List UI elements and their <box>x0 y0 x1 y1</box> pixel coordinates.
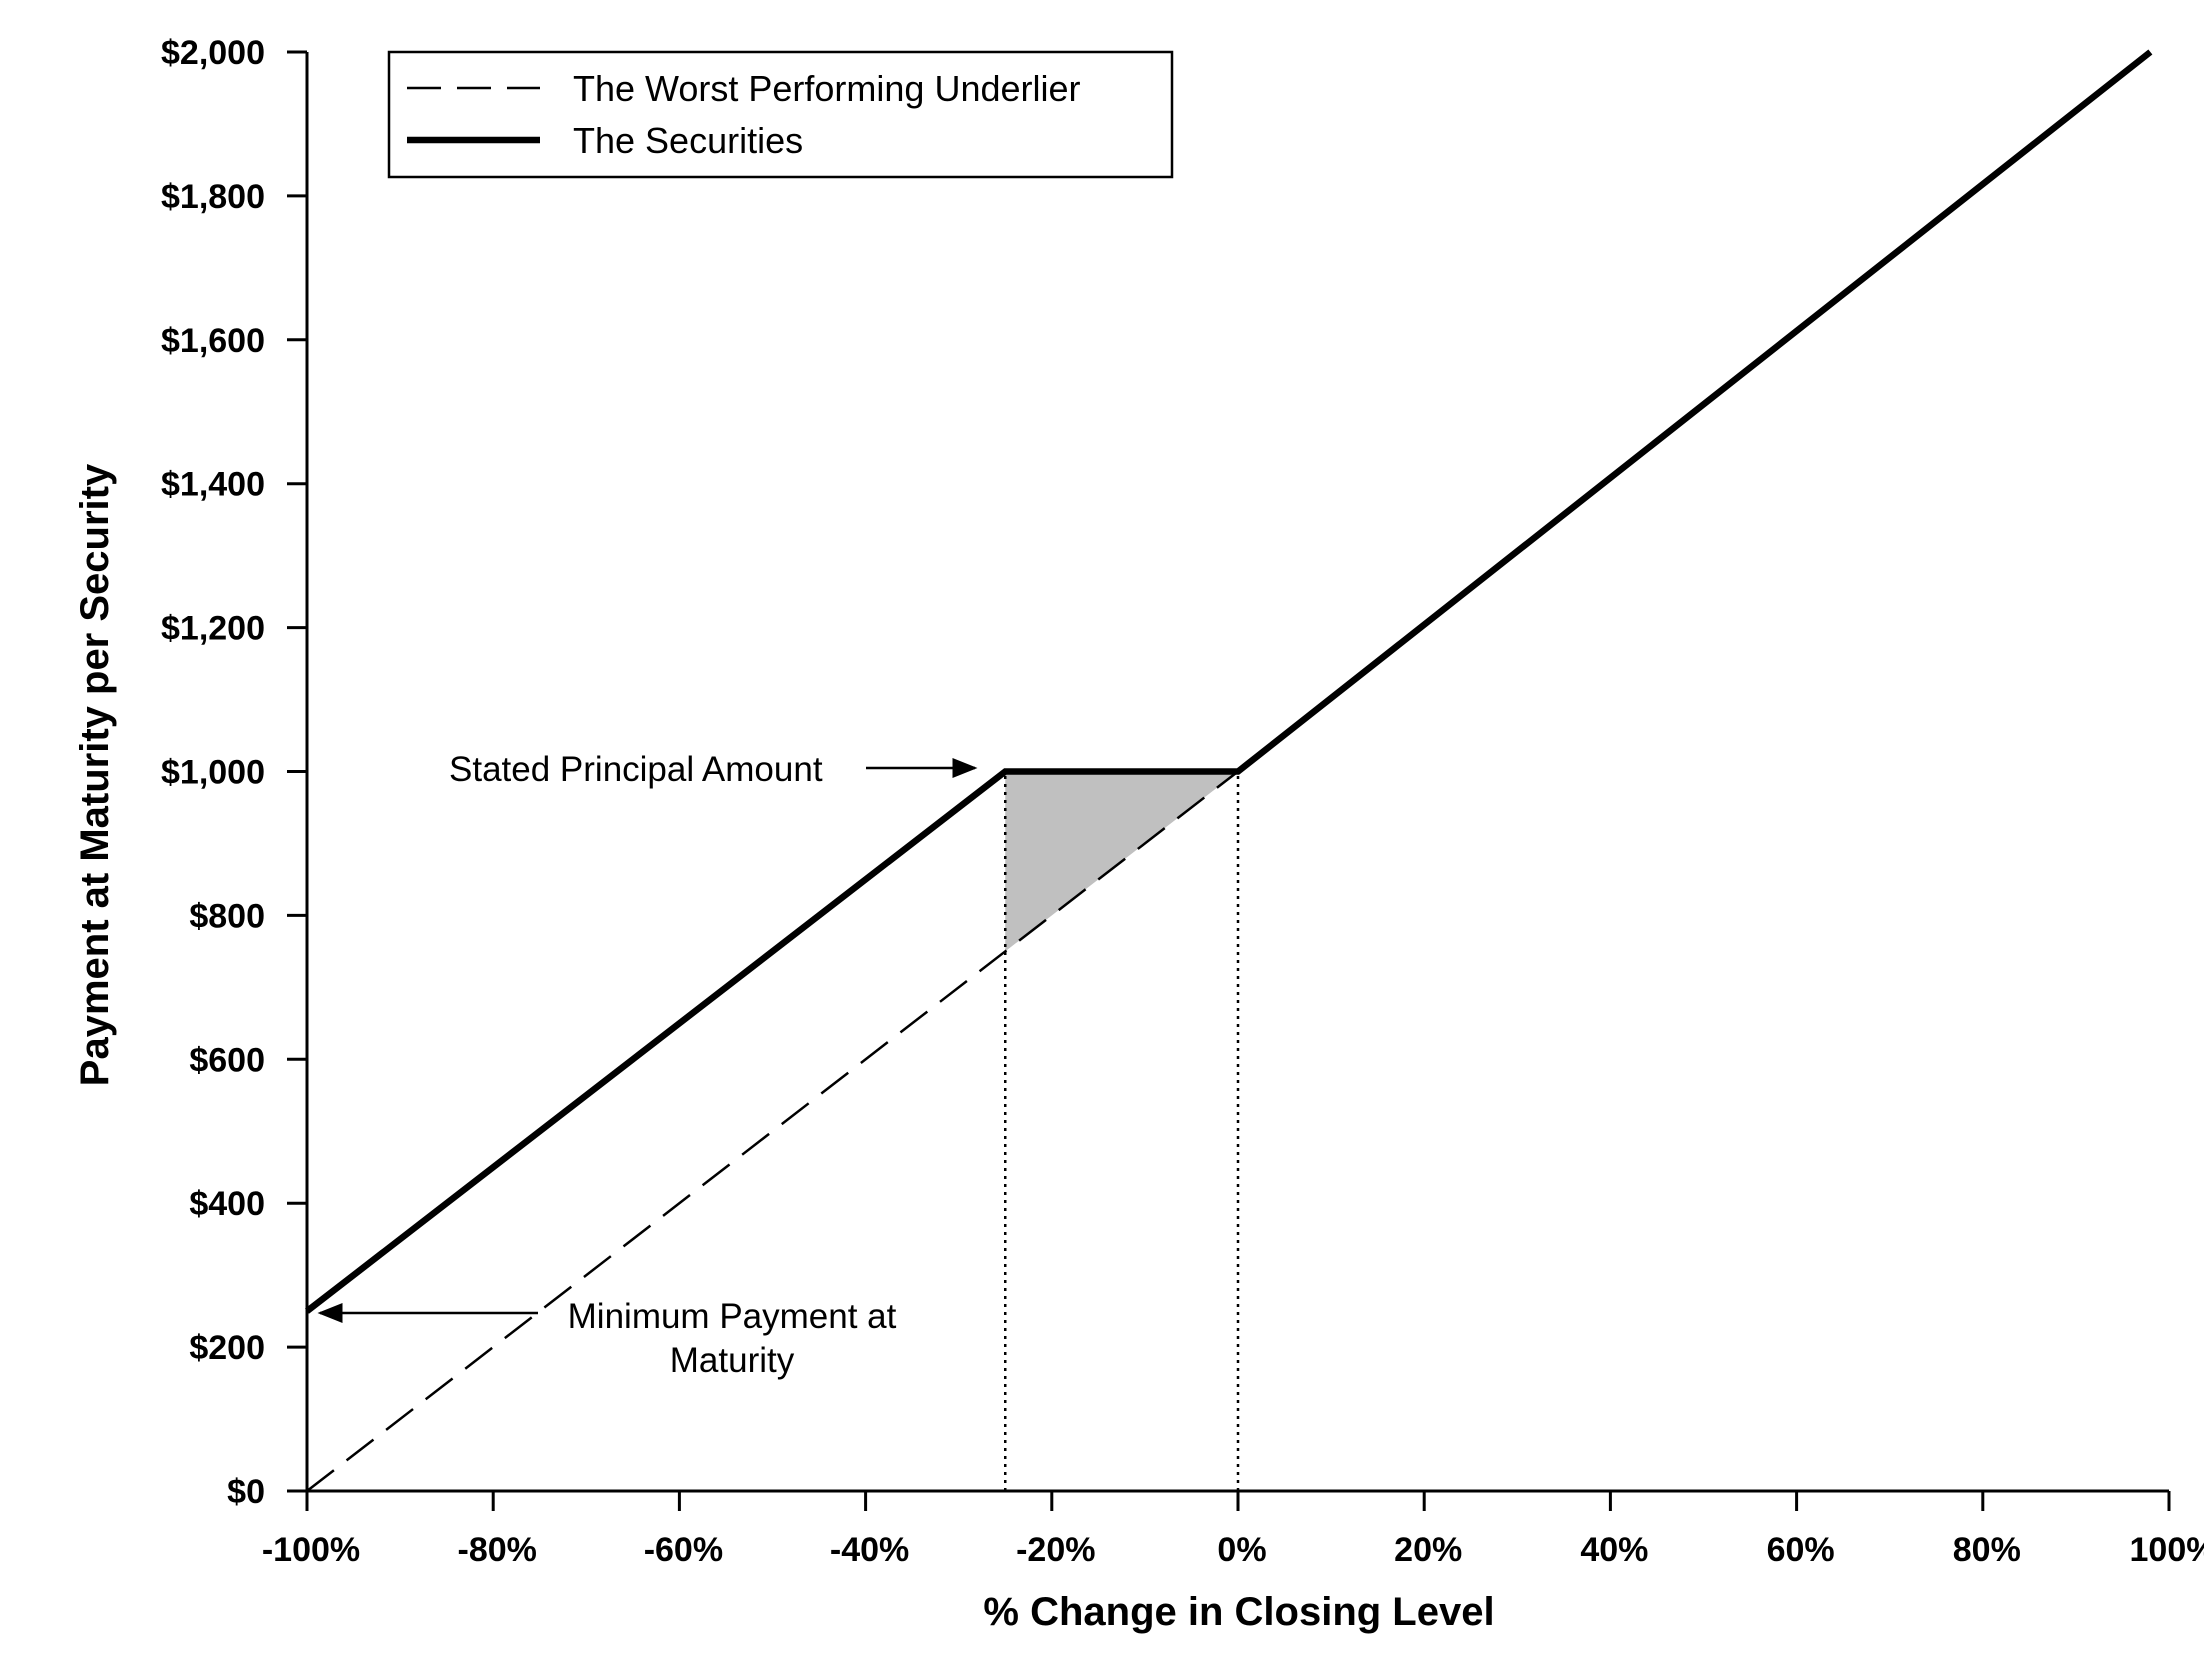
x-ticks-group: -100% -80% -60% -40% -20% 0% 20% 40% 60% 80% 100% <box>262 1491 2204 1569</box>
x-tick-label: -40% <box>830 1531 909 1569</box>
x-tick-label: 0% <box>1217 1531 1266 1569</box>
annotation-minimum-payment-line2: Maturity <box>670 1341 795 1380</box>
y-axis-title: Payment at Maturity per Security <box>73 463 117 1086</box>
y-tick-label: $0 <box>227 1473 265 1511</box>
y-tick-label: $1,600 <box>161 322 265 360</box>
series-line-worst-performing-underlier <box>306 770 1239 1492</box>
x-tick-label: 100% <box>2130 1531 2204 1569</box>
x-tick-label: 20% <box>1394 1531 1462 1569</box>
x-tick-label: 40% <box>1580 1531 1648 1569</box>
x-tick-label: -60% <box>644 1531 723 1569</box>
legend-label-worst-performing-underlier: The Worst Performing Underlier <box>573 68 1081 109</box>
series-line-securities <box>305 49 2153 1314</box>
y-tick-label: $600 <box>189 1041 265 1079</box>
y-tick-label: $200 <box>189 1329 265 1367</box>
annotation-stated-principal: Stated Principal Amount <box>449 750 978 789</box>
y-ticks-group: $0 $200 $400 $600 $800 $1,000 $1,200 $1,400 $1,6… <box>161 34 307 1511</box>
annotation-minimum-payment-line1: Minimum Payment at <box>568 1297 897 1336</box>
series-layer <box>305 49 2153 1492</box>
y-tick-label: $1,000 <box>161 754 265 792</box>
y-tick-label: $1,800 <box>161 178 265 216</box>
y-tick-label: $800 <box>189 897 265 935</box>
y-tick-label: $1,400 <box>161 466 265 504</box>
y-tick-label: $2,000 <box>161 34 265 72</box>
x-tick-label: 60% <box>1767 1531 1835 1569</box>
y-tick-label: $400 <box>189 1185 265 1223</box>
x-tick-label: 80% <box>1953 1531 2021 1569</box>
legend-box <box>387 50 1174 179</box>
legend-label-securities: The Securities <box>573 120 803 161</box>
x-tick-label: -80% <box>458 1531 537 1569</box>
annotation-minimum-payment: Minimum Payment at Maturity <box>317 1297 897 1380</box>
legend: The Worst Performing Underlier The Secur… <box>387 50 1174 179</box>
y-tick-label: $1,200 <box>161 610 265 648</box>
x-axis-title: % Change in Closing Level <box>983 1590 1494 1634</box>
x-tick-label: -100% <box>262 1531 360 1569</box>
x-tick-label: -20% <box>1016 1531 1095 1569</box>
annotation-stated-principal-text: Stated Principal Amount <box>449 750 823 789</box>
